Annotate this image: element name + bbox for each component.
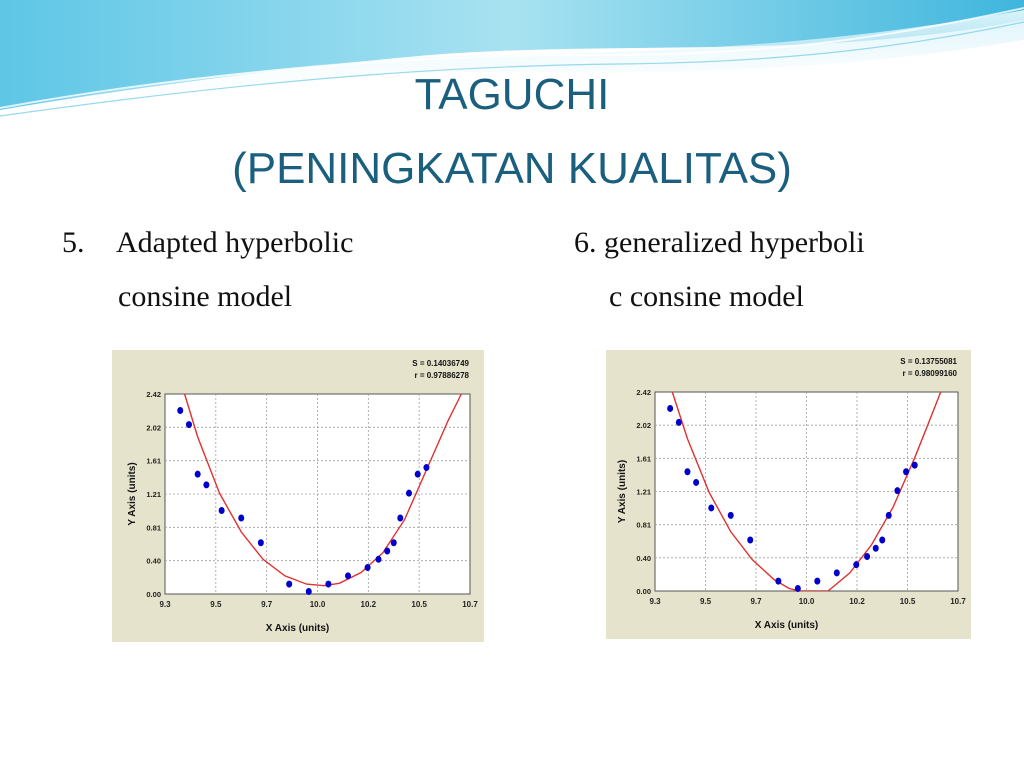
y-tick-label: 2.42 (146, 390, 161, 399)
x-tick-label: 9.7 (261, 600, 273, 609)
x-tick-label: 9.5 (210, 600, 222, 609)
y-tick-label: 2.42 (636, 388, 651, 397)
data-point (305, 588, 312, 596)
header-wave-decoration (0, 0, 1024, 120)
data-point (384, 547, 391, 555)
fit-statistic-0: S = 0.14036749 (412, 359, 469, 368)
y-tick-label: 0.00 (636, 587, 651, 596)
y-tick-label: 2.02 (146, 423, 161, 432)
slide-title-line1: TAGUCHI (414, 70, 610, 119)
x-tick-label: 10.7 (950, 597, 966, 606)
y-tick-label: 1.21 (146, 490, 161, 499)
chart-panel-adapted: 9.3 9.5 9.7 10.0 10.2 10.5 10.7 0.00 0.40 0.81 1.2… (112, 350, 484, 642)
x-tick-label: 10.5 (411, 600, 427, 609)
data-point (833, 569, 840, 577)
fit-statistic-1: r = 0.97886278 (415, 371, 470, 380)
right-caption-line2: c consine model (609, 280, 804, 313)
y-tick-label: 0.81 (146, 523, 161, 532)
data-point (414, 470, 421, 478)
data-point (727, 511, 734, 519)
data-point (194, 470, 201, 478)
x-axis-label: X Axis (units) (755, 620, 819, 631)
data-point (775, 577, 782, 585)
data-point (903, 468, 910, 476)
data-point (345, 572, 351, 580)
x-tick-label: 9.3 (649, 597, 661, 606)
x-tick-label: 10.0 (799, 597, 815, 606)
data-point (911, 461, 918, 469)
data-point (218, 507, 225, 515)
data-point (894, 487, 901, 495)
data-point (238, 514, 245, 522)
x-tick-label: 10.2 (849, 597, 865, 606)
chart-generalized-hyperbolic-cosine: 9.3 9.5 9.7 10.0 10.2 10.5 10.7 0.00 0.40 0.81 1.2… (617, 357, 966, 631)
fitted-curve (183, 393, 462, 587)
chart-panel-generalized: 9.3 9.5 9.7 10.0 10.2 10.5 10.7 0.00 0.40 0.81 1.2… (606, 350, 971, 639)
data-point (885, 511, 892, 519)
x-tick-label: 10.2 (361, 600, 377, 609)
data-point (667, 404, 674, 412)
chart-adapted-hyperbolic-cosine: 9.3 9.5 9.7 10.0 10.2 10.5 10.7 0.00 0.40 0.81 1.2… (127, 359, 478, 634)
data-point (397, 514, 404, 522)
x-tick-label: 10.5 (900, 597, 916, 606)
y-tick-label: 1.61 (146, 457, 161, 466)
x-tick-label: 9.7 (750, 597, 762, 606)
x-tick-label: 9.3 (159, 600, 171, 609)
data-point (406, 489, 412, 497)
y-tick-label: 0.40 (636, 554, 651, 563)
data-point (693, 478, 700, 486)
x-tick-label: 10.0 (310, 600, 326, 609)
data-point (872, 544, 879, 552)
left-caption-line2: consine model (118, 280, 293, 313)
data-point (390, 539, 397, 547)
fit-statistic-1: r = 0.98099160 (903, 369, 958, 378)
data-point (794, 585, 801, 593)
y-axis-label: Y Axis (units) (617, 460, 628, 523)
y-tick-label: 0.81 (636, 521, 651, 530)
data-point (364, 564, 371, 572)
y-tick-label: 1.61 (636, 454, 651, 463)
data-point (185, 421, 192, 429)
right-caption-line1: 6. generalized hyperboli (574, 226, 865, 259)
fit-statistic-0: S = 0.13755081 (900, 357, 957, 366)
data-point (203, 481, 210, 489)
data-point (814, 577, 821, 585)
data-point (286, 580, 293, 588)
y-tick-label: 0.40 (146, 557, 161, 566)
data-point (675, 418, 682, 426)
y-axis-label: Y Axis (units) (127, 462, 138, 525)
data-point (375, 555, 382, 563)
data-point (325, 580, 332, 588)
data-point (177, 407, 184, 415)
y-tick-label: 0.00 (146, 590, 161, 599)
data-point (708, 504, 715, 512)
data-point (747, 536, 754, 544)
data-point (257, 539, 264, 547)
left-caption-line1: Adapted hyperbolic (116, 226, 354, 259)
data-point (853, 561, 860, 569)
y-tick-label: 1.21 (636, 488, 651, 497)
data-point (864, 552, 871, 560)
x-axis-label: X Axis (units) (266, 623, 330, 634)
x-tick-label: 9.5 (700, 597, 712, 606)
slide-title-line2: (PENINGKATAN KUALITAS) (232, 144, 792, 193)
data-point (879, 536, 886, 544)
data-point (684, 468, 691, 476)
left-caption-number: 5. (62, 226, 85, 259)
y-tick-label: 2.02 (636, 421, 651, 430)
x-tick-label: 10.7 (462, 600, 478, 609)
data-point (423, 464, 430, 472)
